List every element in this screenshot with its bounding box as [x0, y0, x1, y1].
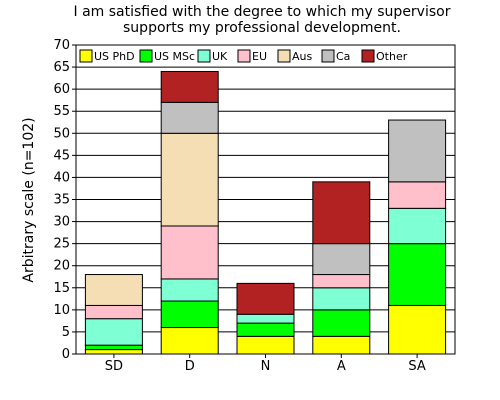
y-tick-label: 20	[53, 259, 70, 274]
chart-title-line-2: supports my professional development.	[123, 20, 401, 36]
y-axis-label: Arbitrary scale (n=102)	[21, 117, 37, 282]
bar-segment-d-aus	[160, 132, 219, 227]
legend-swatch	[321, 49, 335, 63]
y-tick-label: 30	[53, 215, 70, 230]
chart-title-line-1: I am satisfied with the degree to which …	[74, 4, 451, 20]
bar-segment-sa-us-msc	[388, 243, 447, 306]
legend: US PhD US MSc UK EU Aus Ca Other	[79, 49, 408, 63]
bar-segment-d-us-msc	[160, 300, 219, 329]
legend-label: UK	[212, 50, 228, 63]
legend-label: Ca	[336, 50, 350, 63]
legend-swatch	[79, 49, 93, 63]
bar-segment-a-eu	[312, 274, 371, 289]
bar-segment-a-other	[312, 181, 371, 245]
x-tick-label: SD	[105, 359, 123, 374]
legend-label: US PhD	[94, 50, 135, 63]
bar-segment-n-other	[236, 282, 295, 315]
bar-segment-sa-uk	[388, 207, 447, 245]
bar-segment-d-eu	[160, 225, 219, 280]
bar-segment-sd-uk	[84, 318, 143, 346]
bar-segment-n-us-msc	[236, 322, 295, 337]
x-tick-label: N	[261, 359, 271, 374]
y-tick-label: 70	[53, 38, 70, 53]
bar-segment-sd-us-msc	[84, 344, 143, 351]
bars	[84, 70, 447, 355]
x-tick-label: D	[185, 359, 195, 374]
bar-segment-sd-us-phd	[84, 349, 143, 355]
y-tick-label: 45	[53, 148, 70, 163]
y-tick-label: 50	[53, 126, 70, 141]
bar-segment-a-us-phd	[312, 335, 371, 355]
legend-swatch	[139, 49, 153, 63]
gridlines	[76, 44, 455, 355]
x-tick-labels: SD D N A SA	[105, 354, 426, 374]
bar-segment-n-us-phd	[236, 335, 295, 355]
y-tick-label: 55	[53, 104, 70, 119]
bar-segment-d-other	[160, 70, 219, 103]
bar-segment-a-uk	[312, 287, 371, 311]
bar-segment-sd-aus	[84, 274, 143, 306]
legend-label: EU	[252, 50, 267, 63]
bar-segment-n-uk	[236, 313, 295, 324]
bar-segment-sa-eu	[388, 181, 447, 209]
y-tick-label: 5	[62, 325, 70, 340]
legend-swatch	[197, 49, 211, 63]
bar-segment-sa-us-phd	[388, 304, 447, 355]
bar-segment-d-us-phd	[160, 327, 219, 355]
x-tick-label: A	[337, 359, 346, 374]
x-tick-label: SA	[408, 359, 425, 374]
y-tick-label: 25	[53, 237, 70, 252]
bar-segment-a-ca	[312, 243, 371, 276]
y-tick-label: 10	[53, 303, 70, 318]
legend-label: Other	[376, 50, 408, 63]
y-tick-label: 60	[53, 82, 70, 97]
legend-label: Aus	[292, 50, 312, 63]
bar-segment-sd-eu	[84, 304, 143, 320]
bar-segment-a-us-msc	[312, 309, 371, 337]
y-tick-label: 0	[62, 347, 70, 362]
y-tick-label: 35	[53, 193, 70, 208]
bar-segment-d-uk	[160, 278, 219, 302]
legend-swatch	[277, 49, 291, 63]
legend-swatch	[237, 49, 251, 63]
y-tick-label: 65	[53, 60, 70, 75]
bar-segment-d-ca	[160, 101, 219, 134]
y-tick-label: 15	[53, 281, 70, 296]
y-tick-labels: 0 5 10 15 20 25 30 35 40 45 50 55 60 65 70	[53, 38, 76, 362]
y-tick-label: 40	[53, 170, 70, 185]
legend-swatch	[361, 49, 375, 63]
legend-label: US MSc	[154, 50, 195, 63]
bar-segment-sa-ca	[388, 119, 447, 183]
